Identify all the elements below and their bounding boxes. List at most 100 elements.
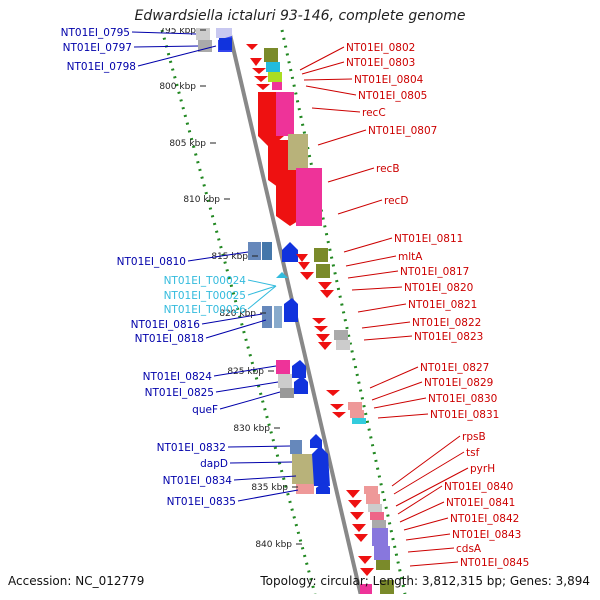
callout-line [317,129,367,146]
forward-gene-label: NT01EI_0805 [358,90,427,102]
callout-line [311,107,361,113]
reverse-gene-label: NT01EI_0832 [157,442,226,454]
callout-line [407,547,455,553]
callout-line [187,251,249,262]
forward-gene-label: NT01EI_0820 [404,282,473,294]
callout-line [397,485,443,515]
callout-line [227,445,291,448]
reverse-gene-label: NT01EI_0835 [167,496,236,508]
forward-gene-label: NT01EI_0830 [428,393,497,405]
forward-gene-label: NT01EI_0840 [444,481,513,493]
callout-line [133,45,199,48]
callout-line [393,451,465,495]
forward-gene-label: NT01EI_0811 [394,233,463,245]
gene-callouts: NT01EI_0802 NT01EI_0803 NT01EI_0804 NT01EI_… [61,27,530,569]
callout-line [395,467,469,507]
forward-gene-label: NT01EI_0807 [368,125,437,137]
ruler-tick-label: 830 kbp [233,424,270,434]
callout-line [301,61,345,75]
callout-line [369,366,419,389]
callout-line [305,85,357,96]
forward-gene-label: recD [384,195,408,207]
reverse-gene-label: NT01EI_0825 [145,387,214,399]
callout-line [399,501,445,523]
ruler-tick-label: 805 kbp [169,139,206,149]
ruler-tick-label: 835 kbp [251,483,288,493]
callout-line [363,335,413,341]
forward-gene-label: NT01EI_0817 [400,266,469,278]
callout-line [347,270,399,279]
callout-line [327,167,375,183]
callout-line [233,475,297,481]
forward-gene-label: recC [362,107,386,119]
callout-line [247,285,277,310]
reverse-gene-label: queF [192,404,218,416]
reverse-gene-label: NT01EI_0818 [135,333,204,345]
trna-gene-label: NT01EI_T00024 [164,275,247,287]
callout-line [361,321,411,329]
callout-line [215,381,279,393]
callout-line [343,237,393,253]
forward-gene-label: NT01EI_0831 [430,409,499,421]
ruler-ticks: 795 kbp 800 kbp 805 kbp 810 kbp 815 kbp 820 k… [159,26,302,550]
forward-gene-label: NT01EI_0827 [420,362,489,374]
forward-gene-label: NT01EI_0803 [346,57,415,69]
callout-line [303,78,353,81]
ruler-tick-label: 810 kbp [183,195,220,205]
callout-line [299,46,345,71]
forward-gene-label: NT01EI_0842 [450,513,519,525]
reverse-gene-label: NT01EI_0795 [61,27,130,39]
forward-gene-label: NT01EI_0843 [452,529,521,541]
forward-gene-label: pyrH [470,463,495,475]
reverse-gene-label: NT01EI_0810 [117,256,186,268]
callout-line [371,381,423,401]
callout-line [357,303,407,313]
forward-gene-label: cdsA [456,543,482,555]
forward-gene-label: NT01EI_0823 [414,331,483,343]
map-title: Edwardsiella ictaluri 93-146, complete g… [134,8,466,24]
callout-line [213,365,277,377]
reverse-gene-track [196,28,330,494]
reverse-gene-label: NT01EI_0798 [67,61,136,73]
callout-line [137,45,217,67]
forward-gene-label: NT01EI_0821 [408,299,477,311]
callout-line [373,397,427,409]
callout-line [409,561,459,567]
callout-line [219,391,281,410]
forward-gene-label: NT01EI_0829 [424,377,493,389]
reverse-gene-label: NT01EI_0797 [63,42,132,54]
callout-line [247,285,277,296]
callout-line [351,286,403,291]
ruler-tick-label: 795 kbp [159,26,196,36]
trna-gene-label: NT01EI_T00025 [164,290,246,302]
reverse-gene-label: NT01EI_0824 [143,371,213,383]
reverse-gene-label: dapD [200,458,228,470]
callout-line [201,313,263,325]
forward-gene-label: NT01EI_0845 [460,557,529,569]
forward-gene-label: NT01EI_0802 [346,42,415,54]
callout-line [337,199,383,215]
ruler-tick-label: 820 kbp [219,309,256,319]
track-guides [160,29,407,594]
forward-gene-label: NT01EI_0841 [446,497,515,509]
ruler-tick-label: 840 kbp [255,540,292,550]
ruler-tick-label: 815 kbp [211,252,248,262]
callout-line [237,489,299,502]
accession-label: Accession: NC_012779 [8,574,145,588]
callout-line [391,435,461,487]
forward-gene-label: NT01EI_0804 [354,74,424,86]
genome-summary: Topology: circular; Length: 3,812,315 bp… [260,574,590,588]
callout-line [377,413,429,419]
reverse-gene-label: NT01EI_0834 [163,475,233,487]
callout-line [405,533,451,541]
callout-line [345,255,397,267]
callout-line [247,279,277,287]
ruler-tick-label: 800 kbp [159,82,196,92]
callout-line [131,31,197,35]
callout-line [403,517,449,531]
reverse-gene-label: NT01EI_0816 [131,319,201,331]
forward-gene-label: rpsB [462,431,486,443]
forward-gene-label: recB [376,163,400,175]
forward-gene-label: NT01EI_0822 [412,317,481,329]
